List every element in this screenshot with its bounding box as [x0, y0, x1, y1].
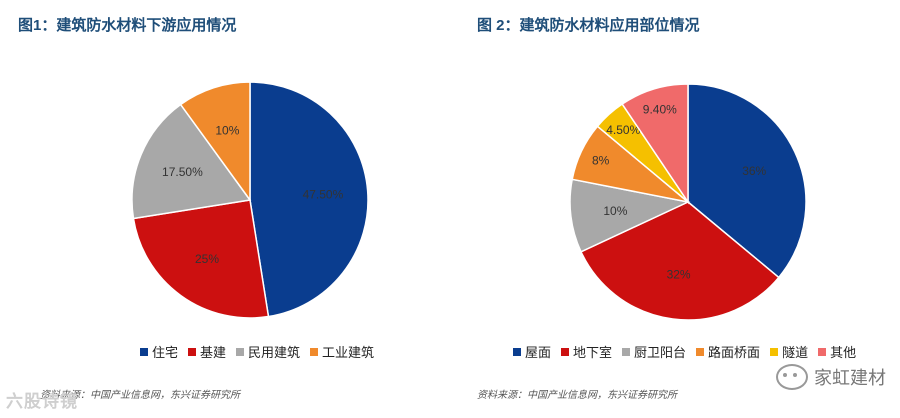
pie-slice-0-1 [132, 199, 270, 319]
legend-item-1-5: 其他 [818, 342, 856, 361]
legend-item-1-1: 地下室 [561, 342, 612, 361]
right-chart-panel: 图 2：建筑防水材料应用部位情况 36% 32% 10% 8% 4.50% 9.40% 屋… [455, 0, 885, 418]
watermark-right: 家虹建材 [776, 364, 886, 390]
legend-label-0-3: 工业建筑 [322, 345, 375, 360]
left-chart-panel: 图1：建筑防水材料下游应用情况 47.50% 25% 17.50% 10% 住宅 基建 民… [0, 0, 430, 418]
legend-left: 住宅 基建 民用建筑 工业建筑 [140, 342, 374, 361]
slice-label-1-3: 8% [592, 153, 610, 167]
legend-swatch-0-0 [140, 347, 148, 356]
pie-slice-0-3 [179, 81, 251, 203]
legend-label-1-5: 其他 [830, 345, 857, 360]
slice-label-0-1: 25% [195, 252, 219, 266]
legend-right: 屋面 地下室 厨卫阳台 路面桥面 隧道 其他 [513, 342, 856, 361]
wechat-icon [776, 364, 808, 390]
legend-swatch-1-1 [561, 347, 570, 356]
pie-slice-1-2 [569, 178, 691, 253]
legend-label-0-1: 基建 [200, 345, 227, 360]
slice-label-1-4: 4.50% [606, 123, 640, 137]
chart-title-left: 图1：建筑防水材料下游应用情况 [18, 17, 237, 34]
legend-item-1-0: 屋面 [513, 342, 551, 361]
source-note-right: 资料来源：中国产业信息网，东兴证券研究所 [477, 390, 677, 401]
legend-item-1-4: 隧道 [770, 342, 808, 361]
pie-slice-1-0 [687, 83, 807, 279]
chart-title-right: 图 2：建筑防水材料应用部位情况 [477, 17, 700, 34]
legend-item-0-0: 住宅 [140, 342, 178, 361]
legend-swatch-1-2 [622, 347, 631, 356]
watermark-right-text: 家虹建材 [814, 368, 886, 388]
legend-item-0-2: 民用建筑 [236, 342, 300, 361]
legend-label-1-3: 路面桥面 [708, 345, 761, 360]
pie-slice-1-5 [621, 83, 689, 205]
slice-label-1-0: 36% [742, 164, 766, 178]
slice-label-0-2: 17.50% [162, 165, 203, 179]
legend-item-0-1: 基建 [188, 342, 226, 361]
legend-swatch-1-4 [770, 347, 779, 356]
legend-swatch-1-3 [696, 347, 705, 356]
legend-swatch-1-0 [513, 347, 521, 356]
watermark-left: 六股诗镜 [6, 392, 78, 411]
legend-item-1-2: 厨卫阳台 [622, 342, 686, 361]
legend-swatch-0-1 [188, 347, 197, 356]
legend-label-1-4: 隧道 [782, 345, 809, 360]
legend-swatch-0-3 [310, 347, 319, 356]
legend-label-1-1: 地下室 [573, 345, 613, 360]
pie-chart-left: 47.50% 25% 17.50% 10% [131, 81, 369, 319]
legend-label-0-2: 民用建筑 [248, 345, 301, 360]
slice-label-0-3: 10% [215, 123, 239, 137]
legend-swatch-1-5 [818, 347, 827, 356]
slice-label-1-2: 10% [603, 204, 627, 218]
legend-label-0-0: 住宅 [152, 345, 179, 360]
pie-slice-0-2 [131, 103, 252, 220]
legend-item-0-3: 工业建筑 [310, 342, 374, 361]
pie-chart-right: 36% 32% 10% 8% 4.50%9.40% [569, 83, 807, 321]
legend-label-1-2: 厨卫阳台 [634, 345, 687, 360]
pie-slice-0-0 [249, 81, 369, 318]
legend-item-1-3: 路面桥面 [696, 342, 760, 361]
pie-slice-1-1 [580, 201, 780, 321]
legend-swatch-0-2 [236, 347, 245, 356]
slice-label-1-1: 32% [667, 268, 691, 282]
slice-label-0-0: 47.50% [303, 187, 344, 201]
source-note-left: 资料来源：中国产业信息网，东兴证券研究所 [40, 390, 240, 401]
legend-label-1-0: 屋面 [525, 345, 552, 360]
slice-label-1-5: 9.40% [643, 102, 677, 116]
